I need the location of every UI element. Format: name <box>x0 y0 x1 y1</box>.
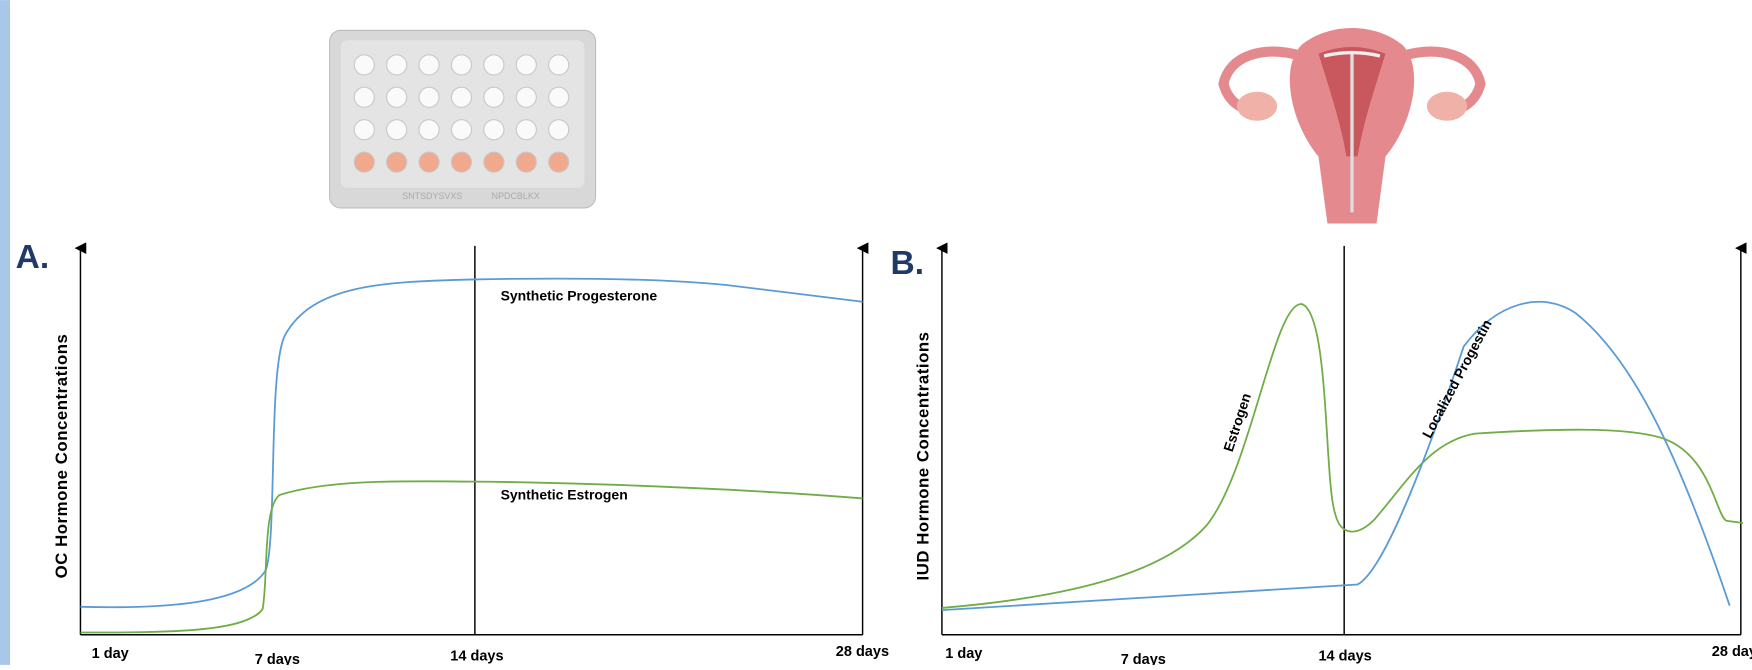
x-tick-label: 1 day <box>92 646 129 662</box>
x-tick-label: 1 day <box>945 646 982 662</box>
x-tick-label: 7 days <box>255 652 300 665</box>
pill <box>484 120 504 140</box>
estrogen-curve <box>80 481 862 632</box>
page: {"panel_a": {"label": "A.", "y_title": "… <box>0 0 1752 665</box>
pill <box>516 120 536 140</box>
panel-label: B. <box>891 245 925 282</box>
pill <box>549 120 569 140</box>
pill-pack-image: SNTSDYSVXS NPDCBLKX <box>330 30 596 208</box>
pill <box>419 120 439 140</box>
pill <box>549 55 569 75</box>
pill <box>387 120 407 140</box>
curve-label: Synthetic Progesterone <box>501 288 658 304</box>
svg-text:SNTSDYSVXS: SNTSDYSVXS <box>402 191 462 201</box>
pill <box>419 87 439 107</box>
pill <box>484 87 504 107</box>
pill <box>387 152 407 172</box>
pill <box>354 120 374 140</box>
side-strip <box>0 0 10 665</box>
pill <box>549 152 569 172</box>
pill <box>516 152 536 172</box>
figure: SNTSDYSVXS NPDCBLKX A. OC Hormone Concen… <box>0 0 1752 665</box>
pill <box>549 87 569 107</box>
pill <box>484 55 504 75</box>
x-tick-label: 14 days <box>1318 648 1371 664</box>
uterus-image <box>1223 28 1480 224</box>
pill <box>354 87 374 107</box>
x-tick-label: 7 days <box>1121 652 1166 665</box>
svg-text:NPDCBLKX: NPDCBLKX <box>492 191 540 201</box>
progestin-curve <box>942 302 1730 610</box>
progesterone-curve <box>80 279 862 608</box>
pill <box>354 55 374 75</box>
pill <box>484 152 504 172</box>
pill <box>516 55 536 75</box>
pill <box>451 55 471 75</box>
y-title: IUD Hormone Concentrations <box>914 331 933 580</box>
estrogen-curve <box>942 304 1743 608</box>
pill <box>387 55 407 75</box>
pill <box>419 152 439 172</box>
pill <box>451 87 471 107</box>
pill <box>354 152 374 172</box>
pill <box>516 87 536 107</box>
x-tick-label: 28 days <box>1712 644 1752 660</box>
y-title: OC Hormone Concentrations <box>52 334 71 579</box>
curve-label: Estrogen <box>1220 391 1254 453</box>
pill <box>451 120 471 140</box>
curve-label: Localized Progestin <box>1419 317 1495 441</box>
x-tick-label: 28 days <box>836 644 889 660</box>
pill <box>419 55 439 75</box>
curve-label: Synthetic Estrogen <box>501 487 628 503</box>
pill <box>387 87 407 107</box>
pill <box>451 152 471 172</box>
x-tick-label: 14 days <box>450 648 503 664</box>
panel-label: A. <box>16 239 50 276</box>
